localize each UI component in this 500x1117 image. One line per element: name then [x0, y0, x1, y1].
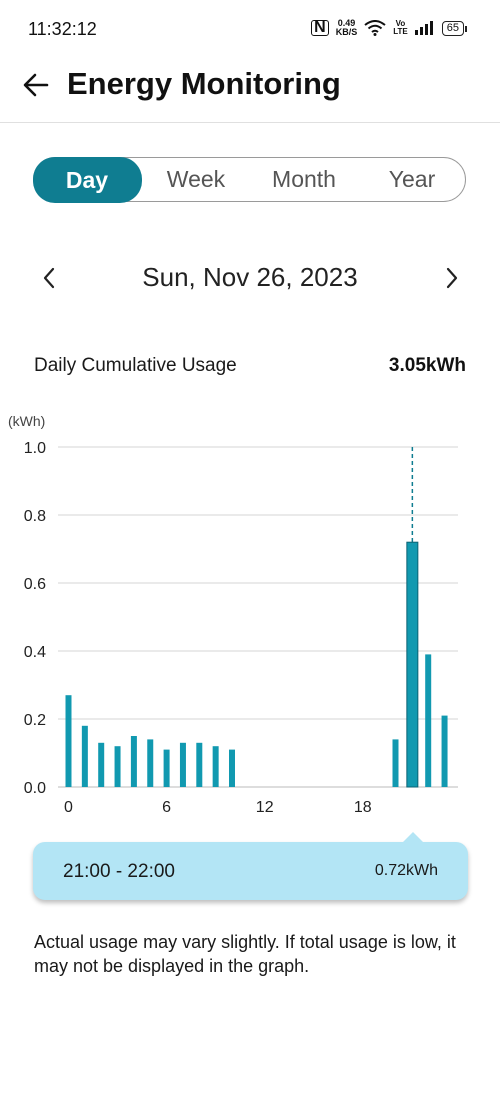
usage-bar-chart[interactable]: (kWh) 0.0 0.2 0.4 0.6 0.8 1.0 0 6 12 18 [0, 405, 500, 825]
volte-top: Vo [395, 19, 406, 28]
daily-usage-label: Daily Cumulative Usage [34, 355, 237, 376]
tab-year[interactable]: Year [388, 166, 436, 192]
nfc-icon: N [311, 20, 329, 36]
volte-indicator: Vo LTE [393, 20, 408, 36]
usage-bar [98, 742, 105, 787]
tooltip-value: 0.72kWh [374, 862, 438, 879]
y-tick-label: 0.0 [24, 780, 46, 797]
x-tick-label: 0 [64, 799, 73, 816]
usage-bar [114, 746, 121, 787]
y-tick-label: 0.8 [24, 508, 46, 525]
wifi-icon [364, 20, 386, 36]
y-axis-unit-label: (kWh) [8, 413, 45, 429]
x-tick-label: 18 [354, 799, 372, 816]
tab-day[interactable]: Day [32, 156, 142, 203]
battery-icon: 65 [441, 20, 468, 36]
x-tick-label: 12 [256, 799, 274, 816]
disclaimer-text: Actual usage may vary slightly. If total… [34, 932, 456, 976]
usage-bar [441, 715, 448, 787]
usage-bar [179, 742, 186, 787]
back-arrow-icon[interactable] [20, 68, 54, 102]
page-title: Energy Monitoring [67, 66, 341, 101]
usage-bar [130, 736, 137, 787]
usage-bar [196, 742, 203, 787]
usage-tooltip: 21:00 - 22:00 0.72kWh [33, 832, 468, 900]
status-icons: N 0.49 KB/S Vo LTE 65 [311, 19, 468, 37]
status-time: 11:32:12 [28, 19, 97, 39]
y-tick-label: 0.2 [24, 712, 46, 729]
daily-usage-value: 3.05kWh [388, 355, 466, 376]
usage-bar [65, 695, 72, 787]
usage-bar [392, 739, 399, 787]
x-tick-label: 6 [162, 799, 171, 816]
usage-bar [425, 654, 432, 787]
usage-bar [229, 749, 235, 787]
network-speed-value: 0.49 [337, 18, 356, 28]
usage-bar [406, 541, 419, 788]
y-tick-label: 1.0 [24, 440, 46, 457]
y-tick-label: 0.4 [24, 644, 46, 661]
app-header: Energy Monitoring [0, 58, 500, 123]
volte-bottom: LTE [393, 27, 408, 36]
tab-month[interactable]: Month [272, 166, 336, 192]
selected-date: Sun, Nov 26, 2023 [142, 262, 358, 292]
tab-week[interactable]: Week [166, 166, 226, 192]
signal-icon [414, 21, 433, 35]
usage-bar [212, 746, 219, 787]
usage-bar [81, 725, 88, 787]
period-selector: Day Week Month Year [32, 156, 466, 203]
network-speed-unit: KB/S [335, 27, 358, 37]
network-speed: 0.49 KB/S [336, 19, 358, 37]
usage-bar [147, 739, 154, 787]
chevron-left-icon[interactable] [36, 264, 64, 292]
usage-bar [163, 749, 170, 787]
chevron-right-icon[interactable] [437, 264, 465, 292]
tooltip-time-range: 21:00 - 22:00 [63, 861, 175, 882]
status-bar: 11:32:12 N 0.49 KB/S Vo LTE 65 [0, 0, 500, 58]
y-tick-label: 0.6 [24, 576, 46, 593]
